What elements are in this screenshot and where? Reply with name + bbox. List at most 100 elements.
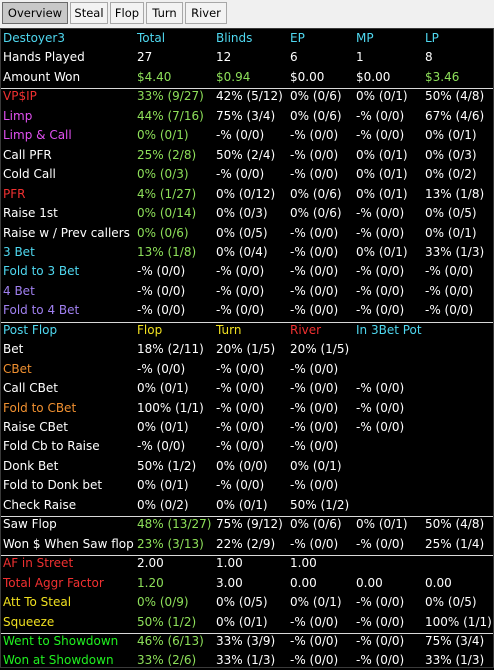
stat-value: -% (0/0) [216,439,265,454]
stat-value: -% (0/0) [137,439,186,454]
stat-value: 67% (4/6) [425,108,485,123]
stat-value: -% (0/0) [290,633,339,648]
stat-value: 75% (3/4) [425,633,485,648]
preflop-header-col-1: Total [137,31,166,45]
stat-value: 1.20 [137,575,164,590]
tab-flop[interactable]: Flop [110,2,144,24]
preflop-header-col-4: MP [356,31,374,45]
stat-value: -% (0/0) [356,653,405,668]
stat-row-fold-to-3-bet: Fold to 3 Bet -% (0/0) -% (0/0) -% (0/0) -% … [0,262,494,281]
stat-label: Raise w / Prev callers [3,225,130,240]
stat-value: 50% (1/2) [137,458,197,473]
stat-value: 27 [137,50,153,65]
stat-label: Won $ When Saw flop [3,536,134,551]
stat-value: -% (0/0) [137,264,186,279]
stat-value: -% (0/0) [290,244,339,259]
stat-label: Fold to CBet [3,400,77,415]
tab-steal[interactable]: Steal [70,2,108,24]
stat-row-fold-to-4-bet: Fold to 4 Bet -% (0/0) -% (0/0) -% (0/0) -% … [0,301,494,320]
stat-row-af-in-street: AF in Street 2.00 1.00 1.00 [0,554,494,573]
stat-value: 0% (0/1) [137,381,189,396]
separator-aggression [1,555,493,557]
stat-row-fold-to-donk-bet: Fold to Donk bet 0% (0/1) -% (0/0) -% (0/0) [0,476,494,495]
stat-value: -% (0/0) [356,400,405,415]
postflop-header-col-2: Turn [216,322,242,337]
stat-value: -% (0/0) [216,303,265,318]
stat-value: 0.00 [290,575,317,590]
tab-bar: Overview Steal Flop Turn River [0,0,494,28]
stat-value: 2.00 [137,556,164,571]
stat-value: 0% (0/6) [290,186,342,201]
stat-value: 0% (0/12) [216,186,276,201]
stat-label: Bet [3,342,24,357]
stat-row-bet: Bet 18% (2/11) 20% (1/5) 20% (1/5) [0,340,494,359]
stat-label: Donk Bet [3,458,59,473]
postflop-header-col-4: In 3Bet Pot [356,322,422,337]
stat-value: -% (0/0) [290,478,339,493]
stat-value: -% (0/0) [356,536,405,551]
stat-value: 13% (1/8) [137,244,197,259]
postflop-header: Post Flop Flop Turn River In 3Bet Pot [0,321,494,340]
stat-value: -% (0/0) [356,108,405,123]
stat-value: 0% (0/5) [425,206,477,221]
stat-value: 0.00 [356,575,383,590]
stat-value: 0% (0/9) [137,595,189,610]
stat-value: -% (0/0) [290,361,339,376]
stat-value: -% (0/0) [425,264,474,279]
stats-panel: Destoyer3 Total Blinds EP MP LP Hands Played 27… [0,28,494,668]
stat-value: 0% (0/1) [290,595,342,610]
tab-river[interactable]: River [185,2,227,24]
stat-row-3-bet: 3 Bet 13% (1/8) 0% (0/4) -% (0/0) 0% (0/1) 33… [0,243,494,262]
stat-value: 33% (1/3) [425,653,485,668]
stat-value: 1.00 [216,556,243,571]
stat-value: -% (0/0) [356,128,405,143]
stat-value: 0% (0/2) [137,497,189,512]
stat-label: 3 Bet [3,244,35,259]
stat-value: 4% (1/27) [137,186,197,201]
stat-row-vp-ip: VP$IP 33% (9/27) 42% (5/12) 0% (0/6) 0% (0/1… [0,87,494,106]
stat-value: 42% (5/12) [216,89,283,104]
stat-value: -% (0/0) [356,614,405,629]
stat-value: 33% (2/6) [137,653,197,668]
stat-value: 13% (1/8) [425,186,485,201]
stat-value: 0% (0/6) [290,517,342,532]
stat-label: Limp & Call [3,128,72,143]
stat-value: 1.00 [290,556,317,571]
stat-value: 0% (0/5) [216,595,268,610]
postflop-header-label: Post Flop [3,322,58,337]
stat-value: 0% (0/1) [137,128,189,143]
stat-value: -% (0/0) [216,420,265,434]
stat-value: $0.94 [216,69,251,84]
stat-row-total-aggr-factor: Total Aggr Factor 1.20 3.00 0.00 0.00 0.00 [0,574,494,593]
stat-row-call-pfr: Call PFR 25% (2/8) 50% (2/4) -% (0/0) 0% (0/… [0,146,494,165]
stat-value: 50% (4/8) [425,89,485,104]
stat-label: Call CBet [3,381,58,396]
stat-value: 0% (0/6) [137,225,189,240]
stat-row-fold-to-cbet: Fold to CBet 100% (1/1) -% (0/0) -% (0/0) -%… [0,399,494,418]
stat-value: 0% (0/1) [356,167,408,182]
tab-turn[interactable]: Turn [146,2,183,24]
stat-value: -% (0/0) [290,653,339,668]
stat-label: Check Raise [3,497,77,512]
stat-value: -% (0/0) [137,283,186,298]
stat-value: -% (0/0) [425,283,474,298]
stat-value: -% (0/0) [290,128,339,143]
stat-value: 33% (9/27) [137,89,204,104]
stat-value: 8 [425,50,433,65]
stat-value: -% (0/0) [216,381,265,396]
separator-postflop [1,321,493,323]
stat-value: 1 [356,50,364,65]
postflop-header-col-3: River [290,322,322,337]
stat-value: 18% (2/11) [137,342,204,357]
stat-label: Amount Won [3,69,81,84]
stat-label: Fold Cb to Raise [3,439,100,454]
stat-value: $0.00 [290,69,325,84]
stat-value: -% (0/0) [290,303,339,318]
stat-row-att-to-steal: Att To Steal 0% (0/9) 0% (0/5) 0% (0/1) -% (… [0,593,494,612]
stat-label: Won at Showdown [3,653,114,668]
stat-value: 75% (3/4) [216,108,276,123]
stat-row-cbet: CBet -% (0/0) -% (0/0) -% (0/0) [0,360,494,379]
stat-value: 100% (1/1) [425,614,492,629]
stat-value: -% (0/0) [216,167,265,182]
tab-overview[interactable]: Overview [2,2,68,24]
